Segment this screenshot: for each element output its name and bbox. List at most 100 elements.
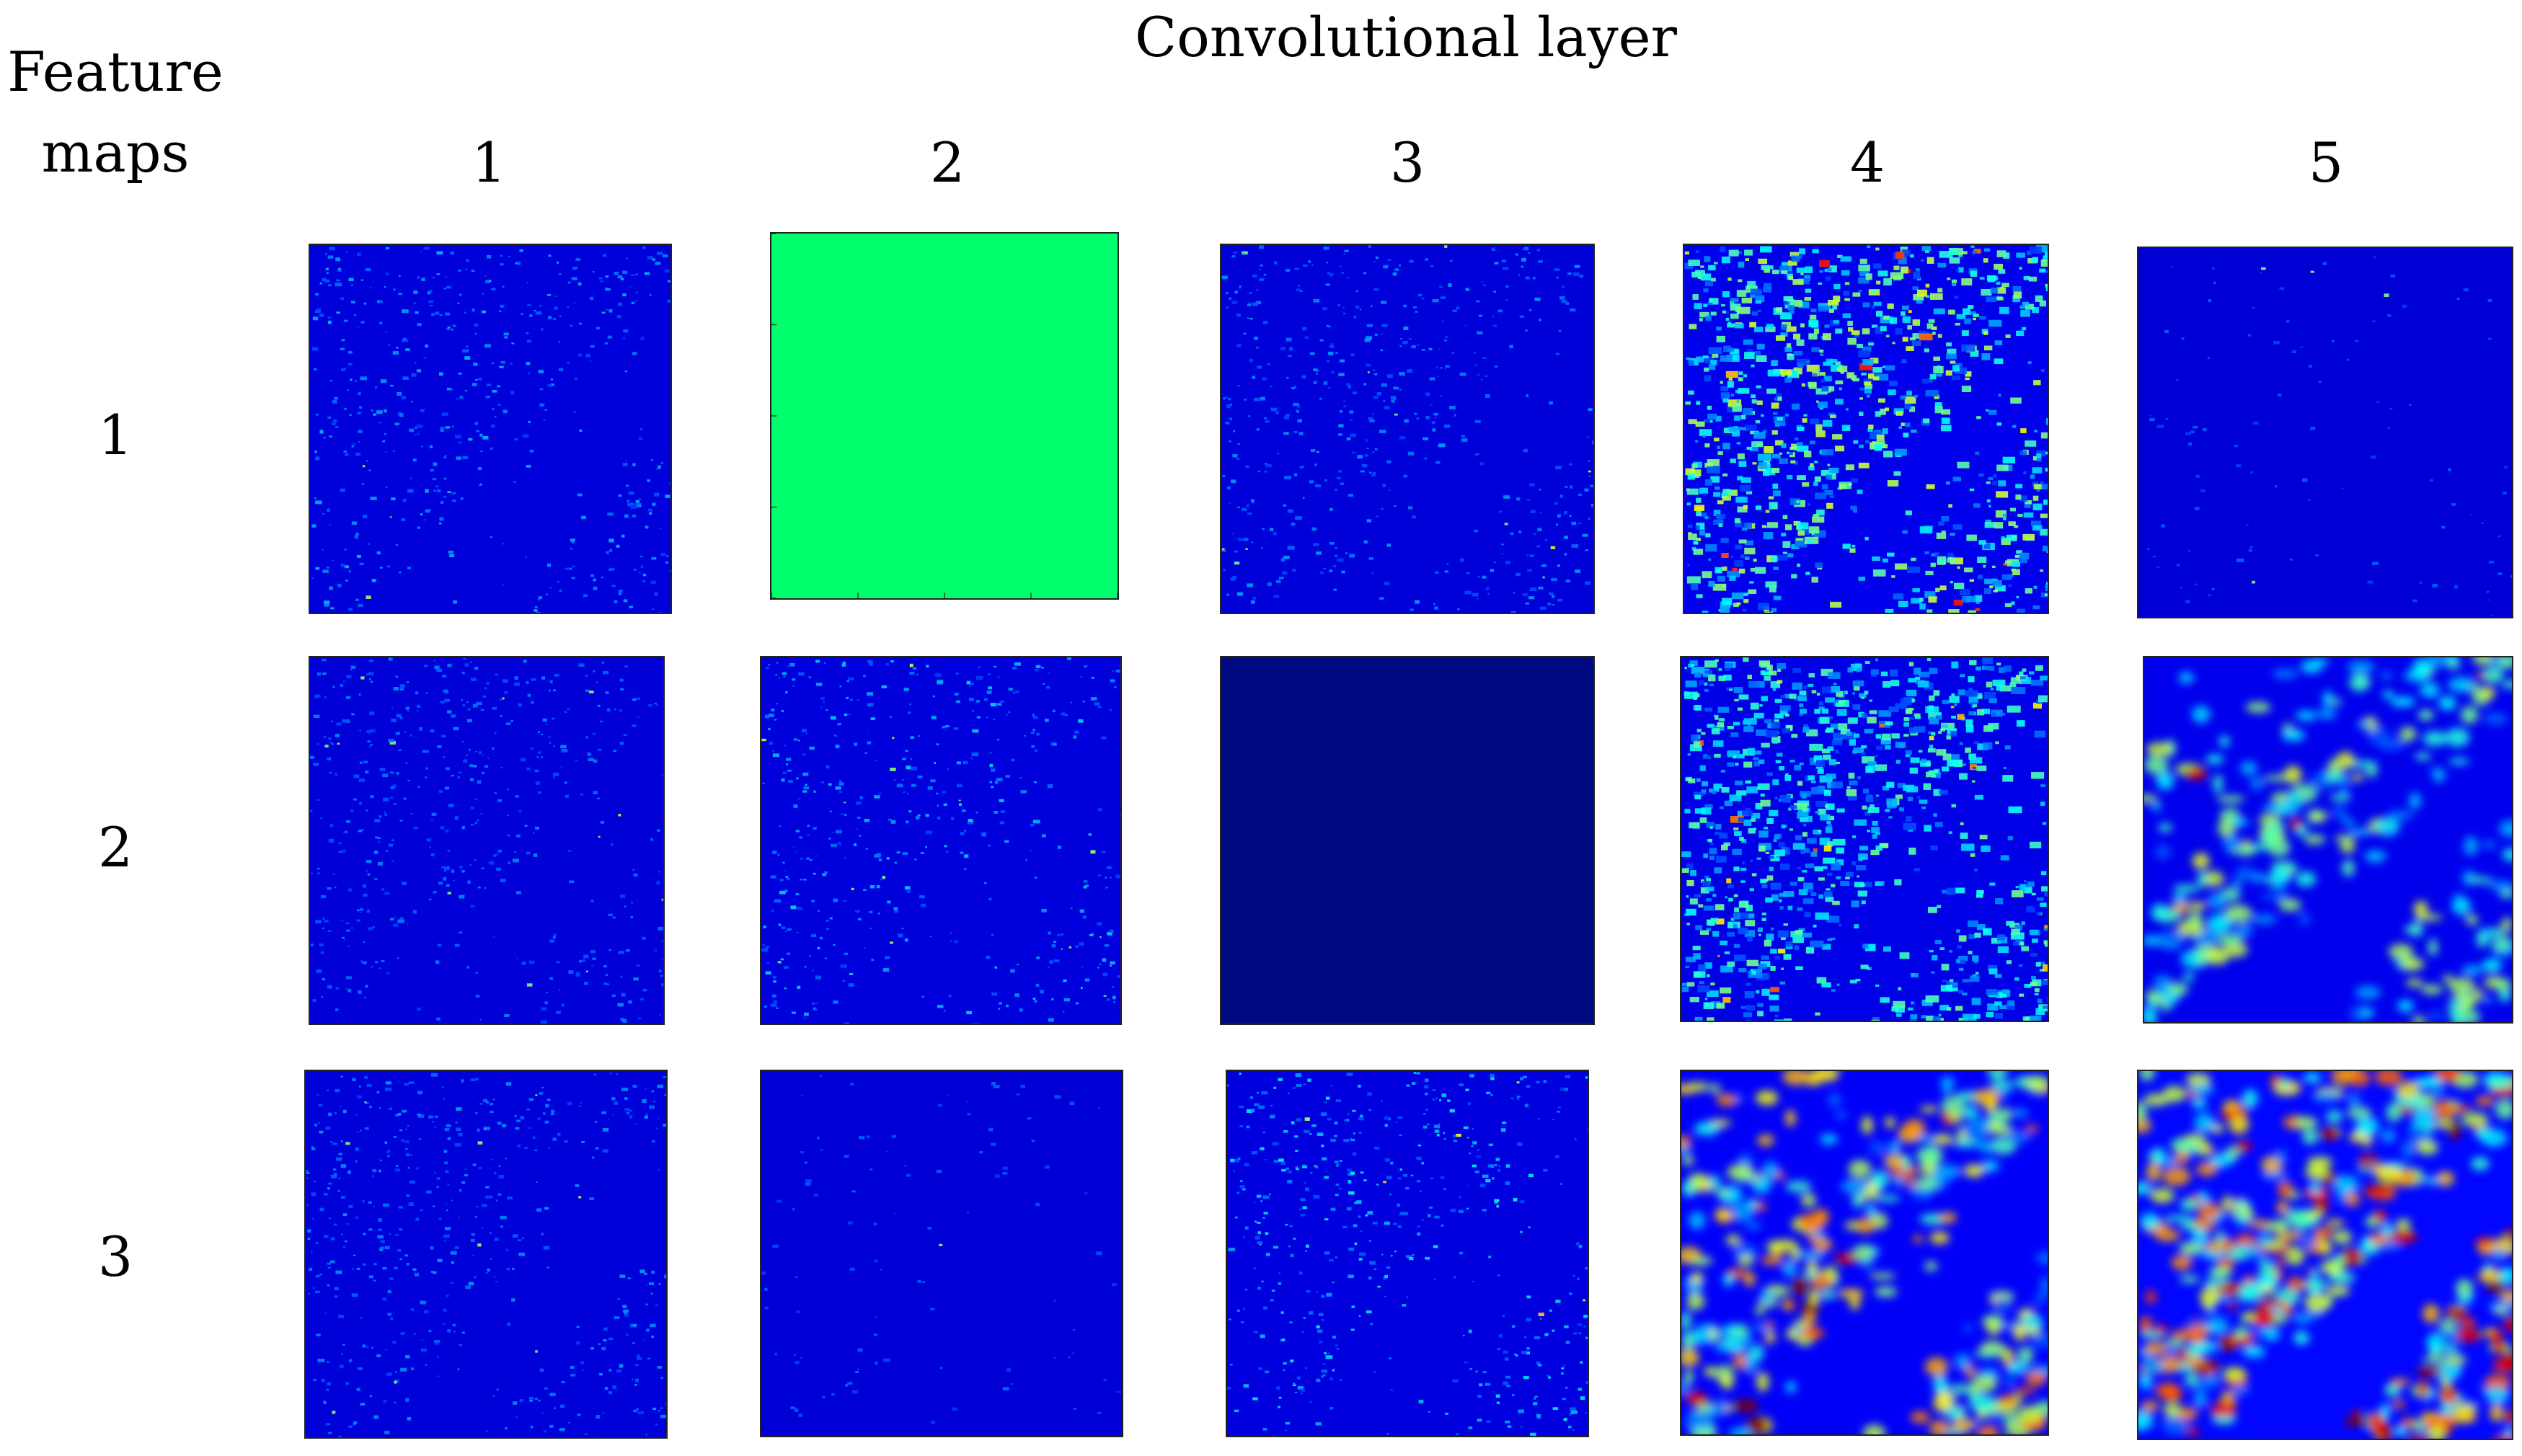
activation-speck [446, 426, 451, 429]
activation-speck [1715, 415, 1722, 422]
activation-speck [1704, 462, 1713, 468]
activation-speck [1975, 666, 1981, 671]
activation-speck [1901, 359, 1907, 363]
activation-speck [350, 665, 356, 669]
activation-speck [317, 743, 319, 745]
activation-speck [1493, 561, 1497, 564]
activation-speck [603, 1327, 608, 1331]
feature-map-r1-c2 [770, 232, 1119, 600]
activation-speck [1756, 385, 1761, 389]
activation-speck [813, 827, 817, 830]
feature-map-r1-c1 [309, 244, 672, 614]
activation-speck [1394, 505, 1397, 507]
activation-speck [921, 995, 924, 998]
activation-speck [1255, 301, 1262, 305]
activation-speck [1804, 297, 1812, 301]
activation-speck [474, 422, 479, 425]
activation-speck [340, 683, 344, 687]
activation-speck [451, 1282, 453, 1284]
activation-speck [1717, 706, 1730, 713]
activation-speck [1771, 430, 1778, 435]
activation-speck [504, 691, 508, 694]
activation-speck [1118, 1391, 1121, 1393]
activation-speck [497, 1193, 502, 1197]
activation-speck [2006, 960, 2012, 964]
activation-speck [441, 734, 446, 738]
activation-speck [568, 850, 571, 852]
activation-speck [549, 1424, 554, 1428]
activation-speck [1357, 455, 1363, 459]
activation-speck [1975, 601, 1980, 604]
activation-speck [444, 1161, 448, 1165]
activation-speck [1766, 730, 1778, 737]
activation-speck [804, 965, 807, 968]
activation-speck [1834, 749, 1839, 754]
activation-speck [1485, 394, 1490, 398]
activation-speck [781, 710, 784, 712]
activation-speck [475, 972, 478, 974]
activation-speck [1859, 397, 1863, 400]
activation-speck [2016, 252, 2025, 258]
activation-speck [1825, 697, 1836, 703]
activation-speck [503, 332, 509, 336]
activation-speck [1747, 747, 1756, 755]
activation-speck [1805, 572, 1810, 575]
activation-speck [891, 1135, 897, 1138]
activation-speck [605, 308, 608, 311]
activation-speck [578, 282, 582, 286]
activation-speck [520, 249, 523, 252]
activation-speck [762, 782, 765, 784]
activation-speck [485, 395, 490, 399]
activation-speck [1699, 311, 1709, 318]
activation-speck [472, 383, 477, 386]
activation-speck [2043, 927, 2048, 931]
activation-speck [1738, 461, 1747, 467]
activation-speck [575, 974, 581, 977]
activation-blob [2151, 800, 2162, 812]
activation-speck [986, 955, 990, 959]
activation-speck [1103, 995, 1107, 997]
activation-speck [318, 1122, 320, 1124]
activation-speck [338, 1153, 342, 1155]
activation-speck [2045, 451, 2048, 455]
activation-speck [1738, 371, 1743, 376]
activation-speck [1836, 983, 1840, 986]
activation-speck [1283, 475, 1292, 480]
activation-speck [1019, 1008, 1023, 1012]
activation-speck [1849, 780, 1858, 786]
activation-speck [784, 869, 787, 871]
activation-speck [446, 884, 450, 887]
activation-speck [464, 311, 466, 314]
activation-speck [1763, 532, 1774, 540]
activation-speck [1229, 404, 1232, 406]
activation-speck [411, 373, 417, 377]
activation-speck [2034, 730, 2046, 738]
activation-blob [2282, 723, 2293, 731]
activation-speck [539, 305, 542, 307]
activation-speck [1732, 848, 1742, 856]
activation-speck [389, 1318, 394, 1320]
activation-speck [1342, 306, 1345, 309]
activation-speck [966, 1011, 973, 1015]
activation-speck [1806, 365, 1820, 372]
activation-speck [498, 310, 502, 312]
activation-speck [659, 1014, 661, 1016]
activation-speck [1475, 453, 1479, 456]
activation-speck [1949, 696, 1960, 703]
activation-speck [1898, 987, 1902, 991]
activation-speck [1738, 817, 1745, 822]
activation-speck [1115, 670, 1120, 672]
activation-speck [1526, 554, 1529, 557]
activation-speck [1761, 913, 1767, 915]
activation-speck [1294, 386, 1297, 389]
activation-speck [1780, 270, 1788, 274]
activation-speck [1751, 311, 1758, 316]
activation-speck [1868, 425, 1874, 429]
activation-speck [530, 747, 534, 750]
activation-speck [1709, 298, 1719, 305]
activation-speck [1797, 696, 1807, 701]
activation-speck [514, 682, 520, 686]
activation-blob [2472, 989, 2483, 1000]
activation-speck [447, 892, 451, 895]
activation-speck [2318, 381, 2322, 383]
